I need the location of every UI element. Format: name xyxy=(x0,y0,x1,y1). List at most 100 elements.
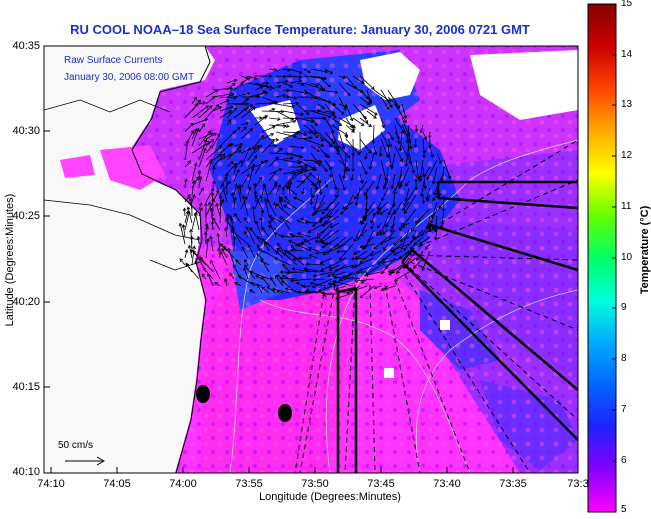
current-vector-head xyxy=(262,183,267,188)
current-vector xyxy=(383,180,389,190)
current-vector xyxy=(219,195,221,203)
current-vector-head xyxy=(324,184,329,189)
current-vector xyxy=(310,159,319,164)
current-vector xyxy=(205,159,213,168)
axis-ticks xyxy=(44,45,514,474)
current-vector-head xyxy=(327,83,331,88)
current-vector-head xyxy=(308,172,313,176)
current-vector xyxy=(387,96,398,106)
current-vector-head xyxy=(363,171,368,175)
current-vector xyxy=(338,145,350,159)
current-vector-head xyxy=(179,258,184,262)
current-vector xyxy=(194,261,200,273)
current-vector xyxy=(198,132,213,140)
current-vector xyxy=(324,159,332,171)
current-vector-head xyxy=(187,195,192,200)
current-vector-head xyxy=(329,70,334,74)
current-vector xyxy=(338,243,354,261)
current-vector xyxy=(315,240,326,245)
current-vector-head xyxy=(408,145,413,150)
current-vector xyxy=(201,273,207,280)
current-vector xyxy=(394,117,405,134)
current-vector xyxy=(301,217,312,224)
current-vector-head xyxy=(325,207,329,211)
current-vector-head xyxy=(416,175,420,180)
current-vector xyxy=(335,290,347,294)
current-vector xyxy=(393,250,403,256)
current-vector-head xyxy=(447,175,452,180)
current-vector-head xyxy=(378,153,383,158)
current-vector-head xyxy=(320,267,325,272)
current-vector-head xyxy=(203,231,208,235)
current-vector-head xyxy=(258,144,263,149)
current-vector xyxy=(296,82,305,86)
current-vector-head xyxy=(232,130,236,135)
current-vector-head xyxy=(228,143,232,148)
current-vector-head xyxy=(241,246,245,251)
current-vector-head xyxy=(314,239,319,244)
x-tick-label: 74:00 xyxy=(169,478,197,490)
current-vector xyxy=(233,106,249,119)
current-vector xyxy=(402,201,410,211)
current-vector-head xyxy=(205,238,210,242)
colorbar-tick-label: 7 xyxy=(621,404,627,415)
current-vector-head xyxy=(421,232,425,237)
current-vector xyxy=(324,180,328,188)
current-vector-head xyxy=(237,126,241,131)
current-vector xyxy=(198,130,212,147)
current-vector-head xyxy=(285,186,290,190)
current-vector xyxy=(387,131,394,140)
current-vector xyxy=(353,229,361,242)
current-vector-head xyxy=(239,142,244,147)
current-vector xyxy=(379,236,396,245)
current-vector xyxy=(335,285,347,290)
coastline xyxy=(131,46,211,473)
current-vector xyxy=(372,124,375,144)
current-vector xyxy=(272,288,291,294)
current-vector xyxy=(317,103,325,109)
current-vector-head xyxy=(403,202,407,207)
current-vector-head xyxy=(432,197,436,202)
current-vector xyxy=(352,124,355,132)
current-vector-head xyxy=(187,244,192,249)
current-vector-head xyxy=(366,101,371,106)
current-vector-head xyxy=(385,224,389,228)
current-vector xyxy=(202,267,214,280)
current-vector xyxy=(310,75,327,80)
current-vector-head xyxy=(298,75,303,79)
current-vector xyxy=(361,215,368,225)
current-vector xyxy=(308,247,319,252)
current-vector xyxy=(254,160,264,175)
current-vector-head xyxy=(346,92,351,97)
current-vector-head xyxy=(202,101,207,105)
current-vector-head xyxy=(284,195,288,200)
current-vector-head xyxy=(317,108,321,113)
current-vector-head xyxy=(383,185,387,190)
current-vector xyxy=(365,152,368,160)
current-vector-head xyxy=(371,86,375,90)
current-vector-head xyxy=(251,106,255,110)
current-vector-head xyxy=(430,154,435,159)
current-vector xyxy=(303,68,311,73)
current-vector xyxy=(221,248,228,259)
current-vector xyxy=(367,236,375,243)
current-vector-head xyxy=(338,122,343,126)
current-vector xyxy=(282,110,304,116)
current-vector xyxy=(399,236,410,242)
current-vector xyxy=(219,154,232,161)
current-vector xyxy=(438,201,445,209)
current-vector xyxy=(282,117,298,120)
current-vector-head xyxy=(271,125,276,130)
current-vector-head xyxy=(215,202,219,207)
current-vector-head xyxy=(403,210,408,215)
current-vector-head xyxy=(335,145,340,150)
current-vector xyxy=(359,264,375,271)
current-vector-head xyxy=(342,274,347,278)
current-vector xyxy=(422,145,426,154)
current-vector-head xyxy=(185,210,190,215)
current-vector-head xyxy=(231,82,236,87)
current-vector-head xyxy=(303,238,307,243)
current-vector-head xyxy=(271,287,276,292)
current-vector-head xyxy=(304,163,308,168)
current-vector xyxy=(303,173,315,186)
